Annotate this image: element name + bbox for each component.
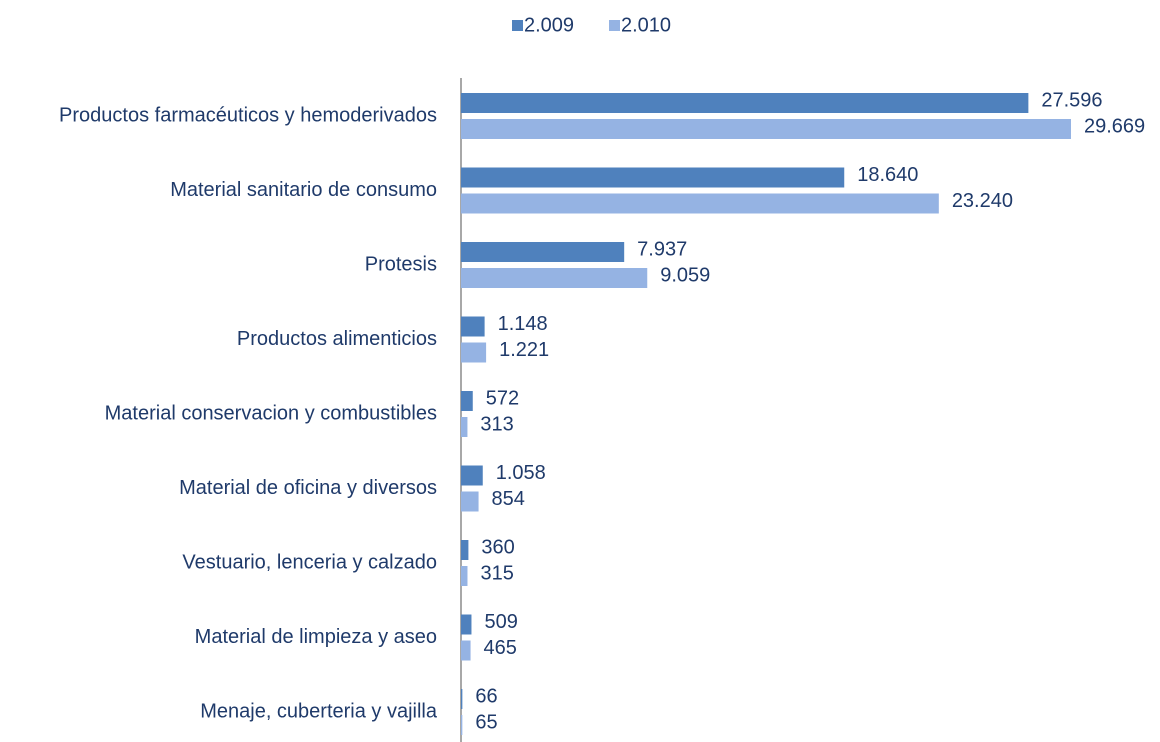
category-label: Protesis xyxy=(365,253,437,275)
value-label: 360 xyxy=(481,536,514,558)
bar xyxy=(461,342,487,363)
value-label: 29.669 xyxy=(1084,115,1145,137)
category-label: Material conservacion y combustibles xyxy=(105,402,437,424)
category-label: Material sanitario de consumo xyxy=(170,179,437,201)
bar xyxy=(461,193,939,214)
bar xyxy=(461,316,485,337)
bar xyxy=(461,614,472,635)
legend-label: 2.010 xyxy=(621,14,671,36)
category-label: Material de limpieza y aseo xyxy=(195,626,437,648)
value-label: 509 xyxy=(484,611,517,633)
value-label: 313 xyxy=(480,413,513,435)
bar xyxy=(461,566,468,586)
bar xyxy=(461,268,648,288)
value-label: 7.937 xyxy=(637,238,687,260)
bar xyxy=(461,715,463,735)
bar xyxy=(461,465,483,486)
value-label: 66 xyxy=(475,685,497,707)
value-label: 854 xyxy=(492,488,525,510)
bar xyxy=(461,491,479,512)
bar xyxy=(461,689,463,709)
category-label: Menaje, cuberteria y vajilla xyxy=(200,700,438,722)
value-label: 9.059 xyxy=(660,264,710,286)
value-label: 465 xyxy=(484,637,517,659)
category-label: Material de oficina y diversos xyxy=(179,477,437,499)
value-label: 23.240 xyxy=(952,190,1013,212)
legend-swatch xyxy=(512,20,523,31)
bar xyxy=(461,242,625,262)
bar xyxy=(461,540,469,560)
value-label: 27.596 xyxy=(1041,89,1102,111)
bar xyxy=(461,167,845,188)
bar xyxy=(461,119,1071,139)
category-label: Vestuario, lenceria y calzado xyxy=(182,551,437,573)
value-label: 572 xyxy=(486,387,519,409)
category-label: Productos farmacéuticos y hemoderivados xyxy=(59,104,437,126)
bar xyxy=(461,417,468,437)
category-label: Productos alimenticios xyxy=(237,328,437,350)
bar xyxy=(461,640,471,661)
legend-label: 2.009 xyxy=(524,14,574,36)
legend-swatch xyxy=(609,20,620,31)
value-label: 1.148 xyxy=(498,313,548,335)
value-label: 1.058 xyxy=(496,462,546,484)
value-label: 1.221 xyxy=(499,339,549,361)
value-label: 65 xyxy=(475,711,497,733)
bar xyxy=(461,93,1029,113)
value-label: 18.640 xyxy=(857,164,918,186)
bar xyxy=(461,391,473,411)
value-label: 315 xyxy=(480,562,513,584)
